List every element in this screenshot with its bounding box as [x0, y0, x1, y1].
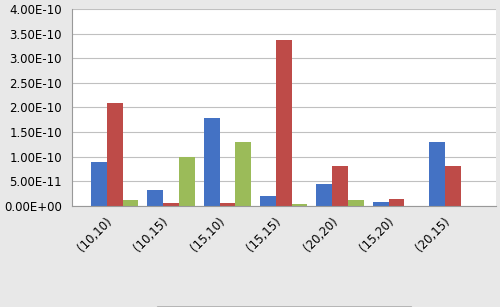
- Legend: SEL, Linex (ν=-2), Linex (ν=2): SEL, Linex (ν=-2), Linex (ν=2): [156, 306, 412, 307]
- Bar: [260, 196, 276, 206]
- Bar: [388, 199, 404, 206]
- Bar: [429, 142, 445, 206]
- Bar: [204, 118, 220, 206]
- Bar: [91, 162, 107, 206]
- Bar: [348, 200, 364, 206]
- Bar: [332, 166, 348, 206]
- Bar: [179, 157, 194, 206]
- Bar: [107, 103, 122, 206]
- Bar: [163, 203, 179, 206]
- Bar: [148, 190, 163, 206]
- Bar: [373, 202, 388, 206]
- Bar: [445, 166, 461, 206]
- Bar: [220, 203, 236, 206]
- Bar: [292, 204, 308, 206]
- Bar: [316, 184, 332, 206]
- Bar: [122, 200, 138, 206]
- Bar: [236, 142, 251, 206]
- Bar: [276, 40, 291, 206]
